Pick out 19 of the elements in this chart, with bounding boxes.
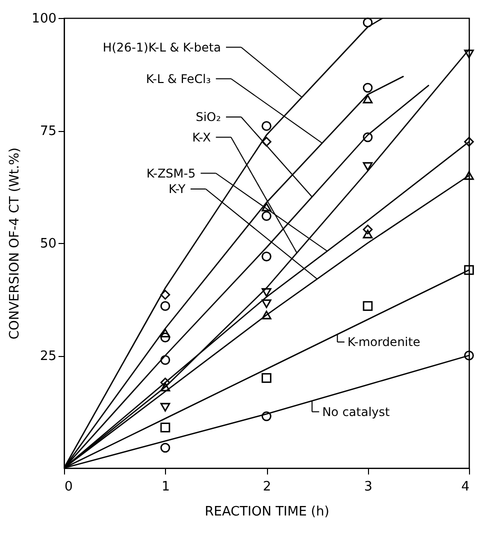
x-tick-label: 3 — [364, 480, 372, 494]
x-tick-label: 0 — [64, 480, 73, 494]
x-tick-label: 2 — [262, 480, 272, 494]
legend-label: H(26-1)K-L & K-beta — [102, 40, 221, 54]
x-axis-title: REACTION TIME (h) — [204, 504, 330, 520]
y-tick-label: 75 — [40, 124, 56, 139]
series-label: K-mordenite — [348, 335, 420, 349]
x-tick-label: 4 — [461, 480, 470, 494]
legend-label: K-X — [192, 130, 211, 144]
y-tick-label: 100 — [32, 12, 56, 26]
legend-label: K-Y — [168, 182, 186, 196]
y-axis-title: CONVERSION OF-4 CT (Wt.%) — [8, 148, 23, 340]
series-label: No catalyst — [322, 404, 390, 419]
legend-label: K-ZSM-5 — [146, 166, 196, 180]
y-tick-label: 25 — [40, 349, 56, 364]
x-tick-label: 1 — [162, 480, 170, 494]
legend-label: SiO₂ — [196, 110, 222, 124]
y-tick-label: 50 — [40, 236, 56, 252]
legend-label: K-L & FeCl₃ — [146, 72, 211, 86]
